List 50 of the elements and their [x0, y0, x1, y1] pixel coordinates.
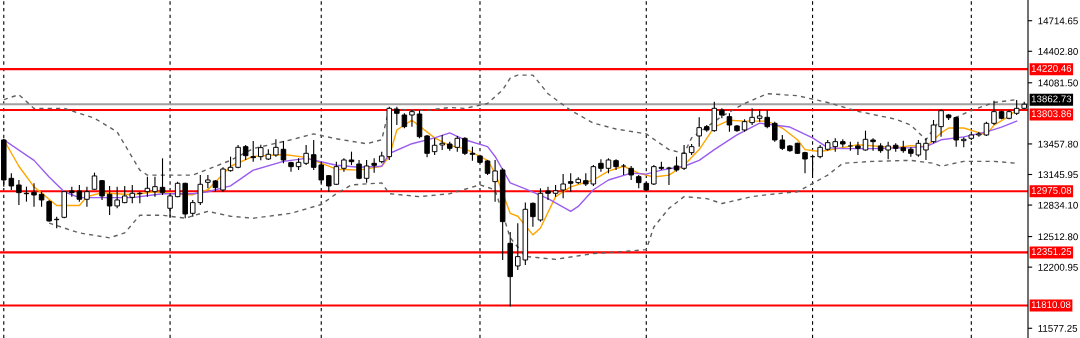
- ref-line-label: 12975.08: [1031, 186, 1072, 194]
- candlestick: [394, 106, 400, 126]
- candlestick: [205, 174, 211, 189]
- candlestick: [16, 179, 22, 206]
- candlestick: [46, 199, 52, 223]
- candlestick: [749, 107, 755, 126]
- candlestick: [598, 158, 604, 173]
- candlestick: [273, 138, 279, 158]
- ref-line-label: 11810.08: [1031, 301, 1071, 309]
- candlestick: [416, 109, 423, 139]
- candlestick: [923, 137, 929, 161]
- y-tick-label: 14402.80: [1038, 48, 1078, 55]
- candlestick: [159, 157, 166, 196]
- candlestick: [303, 144, 309, 166]
- y-tick-label: 12834.10: [1038, 201, 1078, 209]
- candlestick: [696, 116, 702, 148]
- candlestick: [280, 140, 287, 164]
- line-series: [3, 74, 1018, 176]
- candlestick: [545, 186, 551, 201]
- y-tick-label: 11577.25: [1038, 325, 1078, 332]
- candlestick: [144, 176, 151, 198]
- ref-line-label: 14220.46: [1031, 64, 1072, 72]
- candlestick: [250, 140, 256, 163]
- y-tick-label: 13457.80: [1038, 140, 1078, 148]
- y-tick-label: 12512.80: [1038, 233, 1078, 241]
- y-tick-label: 13145.95: [1038, 171, 1078, 179]
- candlestick: [870, 137, 876, 152]
- candlestick: [560, 173, 566, 199]
- candlestick: [220, 166, 226, 193]
- ref-line-label: 13862.73: [1031, 95, 1072, 103]
- ref-line-label: 12351.25: [1031, 248, 1072, 256]
- candlestick: [530, 202, 536, 228]
- candlestick: [492, 159, 498, 203]
- line-series: [48, 159, 1018, 261]
- candlestick: [991, 100, 997, 126]
- candlestick: [726, 112, 733, 133]
- y-tick-label: 12200.95: [1038, 263, 1078, 271]
- candlestick: [681, 144, 687, 171]
- candlestick: [409, 109, 415, 128]
- candlestick: [288, 161, 294, 173]
- y-tick-label: 14714.65: [1038, 17, 1078, 25]
- candlestick: [930, 119, 937, 144]
- y-tick-label: 14081.50: [1038, 79, 1078, 87]
- candlestick: [31, 182, 37, 208]
- candlestick: [855, 141, 861, 156]
- candlestick: [938, 108, 944, 138]
- candlestick: [84, 186, 90, 208]
- ref-line-label: 13803.86: [1031, 110, 1072, 118]
- candlestick: [862, 130, 869, 152]
- candlestick: [152, 176, 158, 198]
